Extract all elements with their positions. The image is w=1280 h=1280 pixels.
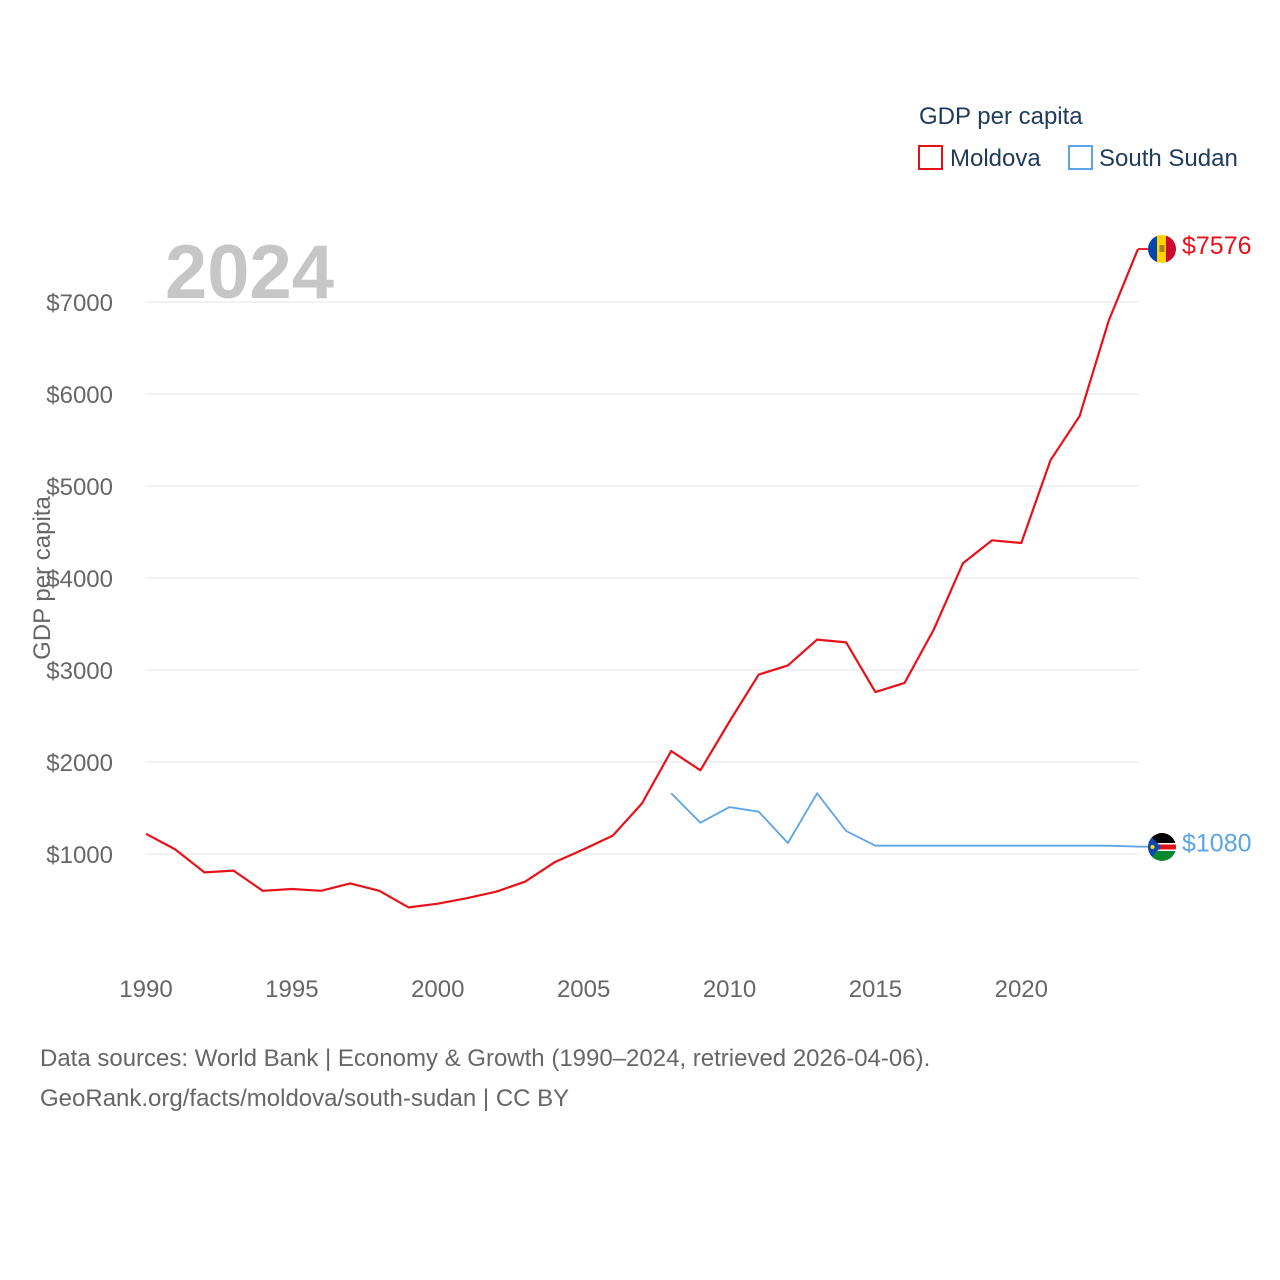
x-tick-label-2005: 2005 — [557, 976, 610, 1003]
moldova-flag-icon — [1148, 235, 1176, 263]
y-tick-label-5000: $5000 — [46, 474, 113, 501]
footer-attribution[interactable]: GeoRank.org/facts/moldova/south-sudan | … — [40, 1085, 570, 1112]
y-tick-label-4000: $4000 — [46, 566, 113, 593]
legend-swatch-moldova — [918, 145, 943, 170]
y-axis-ticks: $1000 $2000 $3000 $4000 $5000 $6000 $7000 — [46, 290, 113, 869]
legend: GDP per capita Moldova South Sudan — [918, 103, 1238, 172]
series-end-markers: $7576 $1080 — [1138, 232, 1252, 858]
x-tick-label-1995: 1995 — [265, 976, 318, 1003]
x-tick-label-1990: 1990 — [119, 976, 172, 1003]
series-line-moldova[interactable] — [145, 248, 1140, 909]
legend-label-south-sudan: South Sudan — [1099, 145, 1238, 172]
legend-title: GDP per capita — [919, 103, 1083, 130]
series-lines — [145, 248, 1140, 909]
y-axis-label: GDP per capita — [29, 496, 56, 660]
y-tick-label-2000: $2000 — [46, 750, 113, 777]
end-value-label-moldova: $7576 — [1182, 232, 1252, 260]
legend-item-south-sudan[interactable]: South Sudan — [1068, 145, 1238, 172]
series-line-south-sudan[interactable] — [670, 792, 1139, 848]
x-axis-ticks: 1990 1995 2000 2005 2010 2015 2020 — [119, 976, 1048, 1003]
legend-swatch-south-sudan — [1068, 145, 1093, 170]
y-tick-label-7000: $7000 — [46, 290, 113, 317]
grid-lines — [146, 301, 1138, 855]
x-tick-label-2000: 2000 — [411, 976, 464, 1003]
footer-sources: Data sources: World Bank | Economy & Gro… — [40, 1045, 931, 1072]
x-tick-label-2015: 2015 — [849, 976, 902, 1003]
current-year-label: 2024 — [165, 230, 334, 315]
x-tick-label-2010: 2010 — [703, 976, 756, 1003]
x-tick-label-2020: 2020 — [995, 976, 1048, 1003]
end-value-label-south-sudan: $1080 — [1182, 830, 1252, 858]
south-sudan-flag-icon — [1148, 833, 1176, 861]
y-tick-label-6000: $6000 — [46, 382, 113, 409]
legend-item-moldova[interactable]: Moldova — [918, 145, 1041, 172]
y-tick-label-1000: $1000 — [46, 842, 113, 869]
legend-label-moldova: Moldova — [950, 145, 1041, 172]
y-tick-label-3000: $3000 — [46, 658, 113, 685]
